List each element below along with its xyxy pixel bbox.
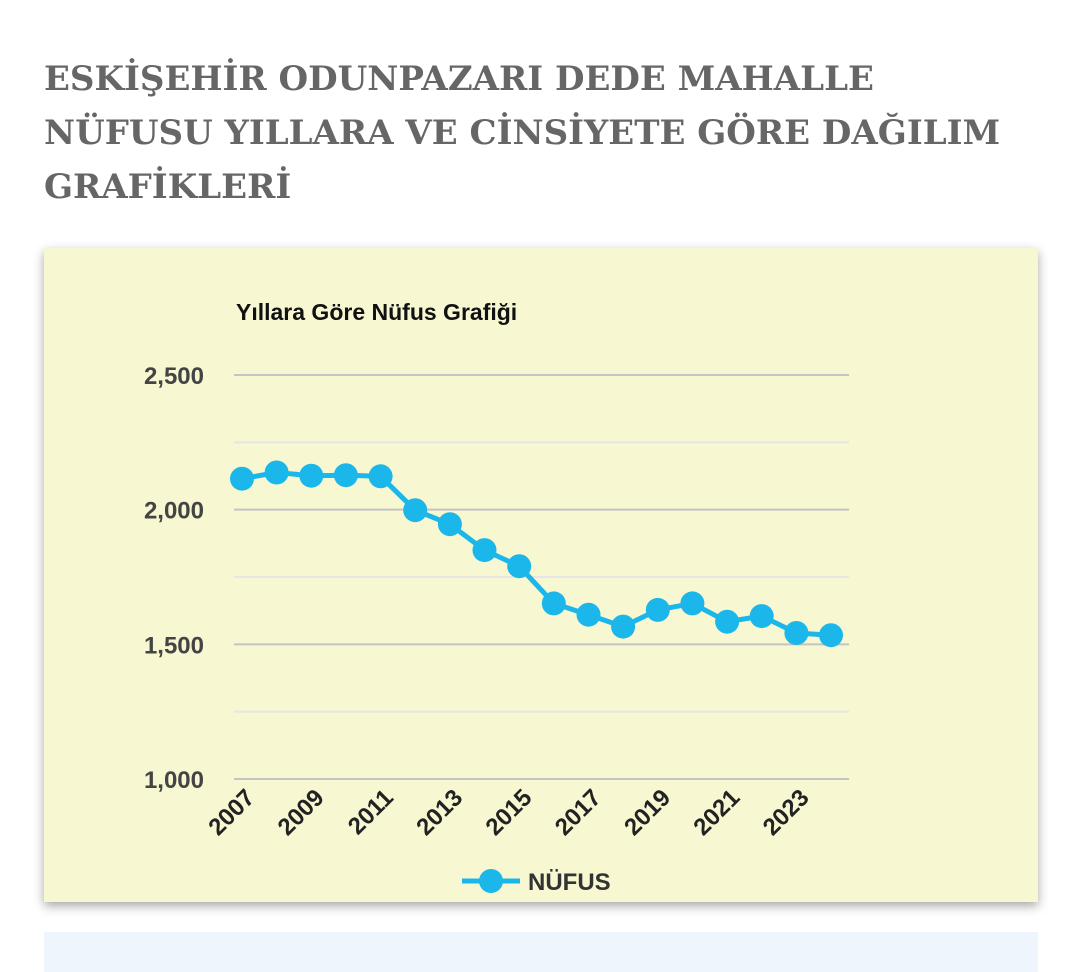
y-tick-label: 1,500 [144,632,204,659]
data-point [299,463,324,488]
legend: NÜFUS [462,869,611,896]
series-layer [230,460,843,648]
y-tick-label: 2,000 [144,498,204,525]
x-tick-label: 2007 [203,784,260,841]
data-point [264,460,289,485]
data-point [230,466,254,491]
data-point [611,614,636,639]
data-point [541,591,566,616]
data-point [749,604,774,629]
x-tick-label: 2021 [688,784,745,841]
population-chart-card: Yıllara Göre Nüfus Grafiği 1,000 1,500 2,0… [44,248,1038,902]
x-tick-label: 2017 [550,784,607,841]
data-point [507,554,532,579]
data-point [784,621,809,645]
y-tick-label: 2,500 [144,363,204,390]
y-axis-tick-labels: 1,000 1,500 2,000 2,500 [144,363,204,794]
data-point [333,463,358,488]
x-tick-label: 2023 [758,784,815,841]
x-tick-label: 2013 [411,784,468,841]
series-line-nufus [241,470,832,638]
x-tick-label: 2011 [343,784,399,840]
data-point [437,512,462,537]
x-axis-tick-labels: 2007 2009 2011 2013 2015 2017 2019 2021 2023 [203,784,814,841]
grid-lines [234,374,849,780]
data-point [645,597,670,622]
data-point [680,591,705,616]
legend-marker-swatch [479,869,503,893]
next-chart-card [44,932,1038,972]
data-point [576,602,601,627]
population-line-chart: Yıllara Göre Nüfus Grafiği 1,000 1,500 2,0… [144,299,849,896]
page-heading: ESKİŞEHİR ODUNPAZARI DEDE MAHALLE NÜFUSU… [44,59,1001,207]
data-point [403,498,428,523]
data-point [715,609,740,634]
x-tick-label: 2009 [273,784,330,841]
chart-title: Yıllara Göre Nüfus Grafiği [236,299,517,325]
x-tick-label: 2015 [481,784,538,841]
y-tick-label: 1,000 [144,767,204,794]
data-point [368,464,393,489]
data-point [819,623,843,648]
legend-label-nufus: NÜFUS [528,869,611,896]
data-point [472,538,497,563]
x-tick-label: 2019 [619,784,676,841]
